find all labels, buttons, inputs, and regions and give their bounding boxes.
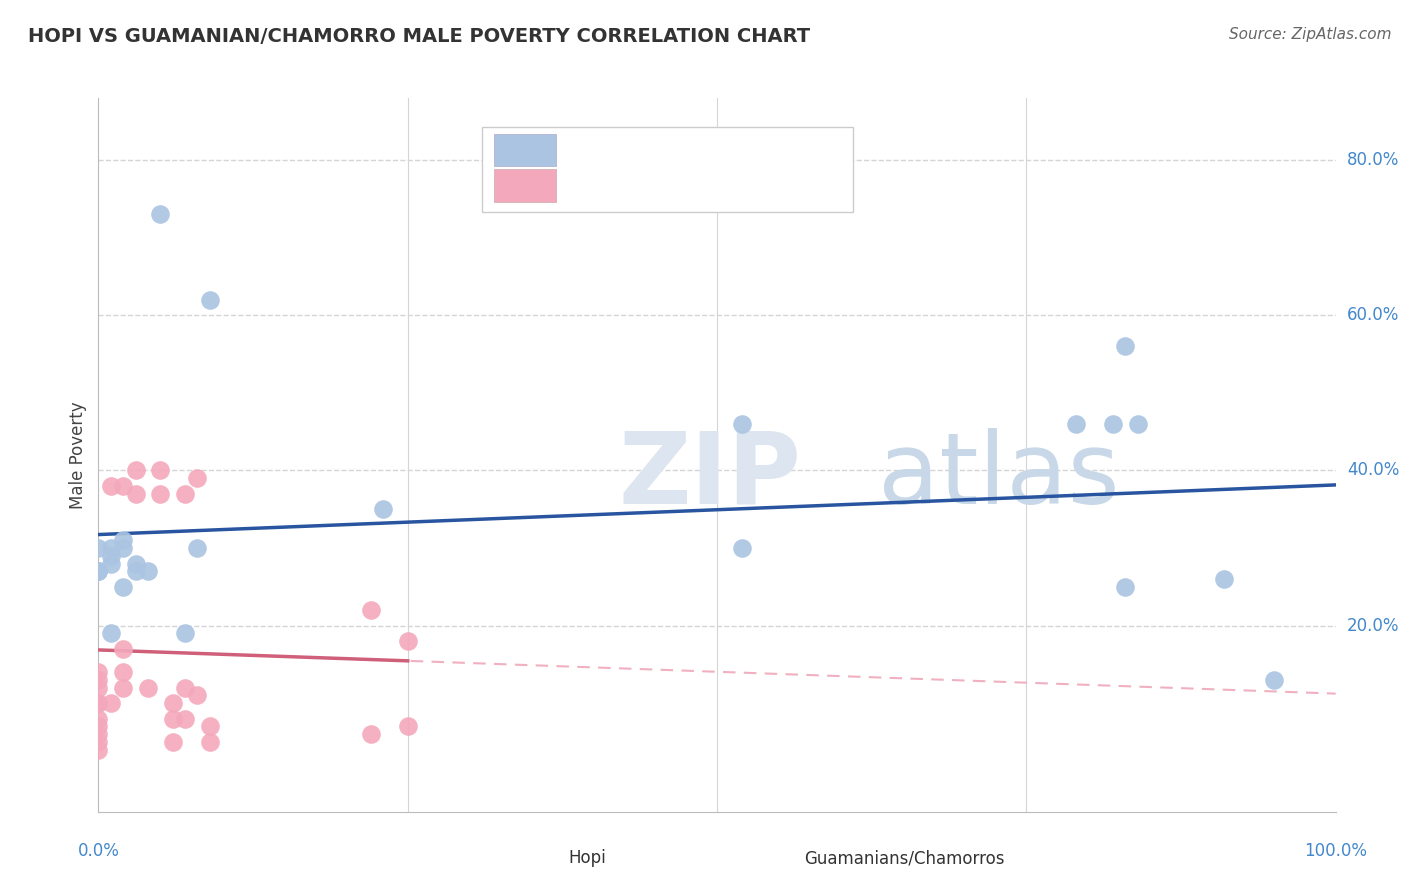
Point	[100, 557, 122, 571]
Text: ZIP: ZIP	[619, 428, 801, 524]
Point	[162, 696, 184, 710]
Point	[1213, 572, 1236, 586]
Point	[87, 564, 110, 578]
Point	[186, 689, 208, 703]
Point	[112, 665, 135, 679]
Text: Source: ZipAtlas.com: Source: ZipAtlas.com	[1229, 27, 1392, 42]
Point	[1263, 673, 1285, 687]
Point	[731, 417, 754, 431]
Point	[162, 712, 184, 726]
Text: N = 28: N = 28	[723, 141, 782, 159]
Text: R = 0.239: R = 0.239	[575, 141, 658, 159]
Point	[162, 735, 184, 749]
Point	[198, 735, 221, 749]
Point	[87, 696, 110, 710]
Point	[87, 696, 110, 710]
Point	[371, 502, 394, 516]
Point	[124, 486, 146, 500]
Point	[112, 479, 135, 493]
Point	[1114, 580, 1136, 594]
Point	[124, 463, 146, 477]
Point	[87, 673, 110, 687]
Point	[112, 641, 135, 656]
Text: 20.0%: 20.0%	[1347, 616, 1399, 634]
Point	[100, 549, 122, 563]
Point	[136, 564, 159, 578]
Point	[87, 735, 110, 749]
Point	[174, 486, 197, 500]
Point	[87, 712, 110, 726]
Point	[87, 719, 110, 733]
FancyBboxPatch shape	[495, 134, 557, 166]
FancyBboxPatch shape	[495, 169, 557, 202]
Text: 60.0%: 60.0%	[1347, 306, 1399, 325]
Point	[149, 486, 172, 500]
Point	[1114, 339, 1136, 353]
Point	[1102, 417, 1125, 431]
Text: HOPI VS GUAMANIAN/CHAMORRO MALE POVERTY CORRELATION CHART: HOPI VS GUAMANIAN/CHAMORRO MALE POVERTY …	[28, 27, 810, 45]
Point	[136, 681, 159, 695]
Text: Hopi: Hopi	[568, 849, 606, 867]
Point	[149, 207, 172, 221]
Point	[1064, 417, 1087, 431]
Point	[396, 634, 419, 648]
Point	[124, 557, 146, 571]
Point	[1126, 417, 1149, 431]
Point	[112, 580, 135, 594]
Point	[149, 463, 172, 477]
Point	[396, 719, 419, 733]
Point	[100, 696, 122, 710]
Point	[112, 541, 135, 555]
Point	[174, 712, 197, 726]
Text: 40.0%: 40.0%	[1347, 461, 1399, 479]
Point	[124, 564, 146, 578]
Point	[360, 727, 382, 741]
Point	[360, 603, 382, 617]
Text: 0.0%: 0.0%	[77, 842, 120, 860]
Point	[174, 626, 197, 640]
Text: atlas: atlas	[877, 428, 1119, 524]
Point	[87, 665, 110, 679]
FancyBboxPatch shape	[506, 847, 557, 872]
Point	[100, 541, 122, 555]
Point	[186, 541, 208, 555]
Point	[198, 719, 221, 733]
Point	[186, 471, 208, 485]
Point	[87, 681, 110, 695]
Point	[198, 293, 221, 307]
Point	[112, 533, 135, 548]
Point	[100, 479, 122, 493]
Text: N = 35: N = 35	[723, 177, 782, 194]
Y-axis label: Male Poverty: Male Poverty	[69, 401, 87, 508]
FancyBboxPatch shape	[742, 847, 792, 872]
Text: Guamanians/Chamorros: Guamanians/Chamorros	[804, 849, 1004, 867]
Point	[87, 564, 110, 578]
Point	[87, 564, 110, 578]
FancyBboxPatch shape	[482, 127, 853, 212]
Point	[87, 742, 110, 756]
Point	[87, 727, 110, 741]
Text: R = 0.207: R = 0.207	[575, 177, 658, 194]
Point	[112, 681, 135, 695]
Point	[100, 626, 122, 640]
Point	[87, 541, 110, 555]
Text: 100.0%: 100.0%	[1305, 842, 1367, 860]
Point	[174, 681, 197, 695]
Text: 80.0%: 80.0%	[1347, 151, 1399, 169]
Point	[731, 541, 754, 555]
